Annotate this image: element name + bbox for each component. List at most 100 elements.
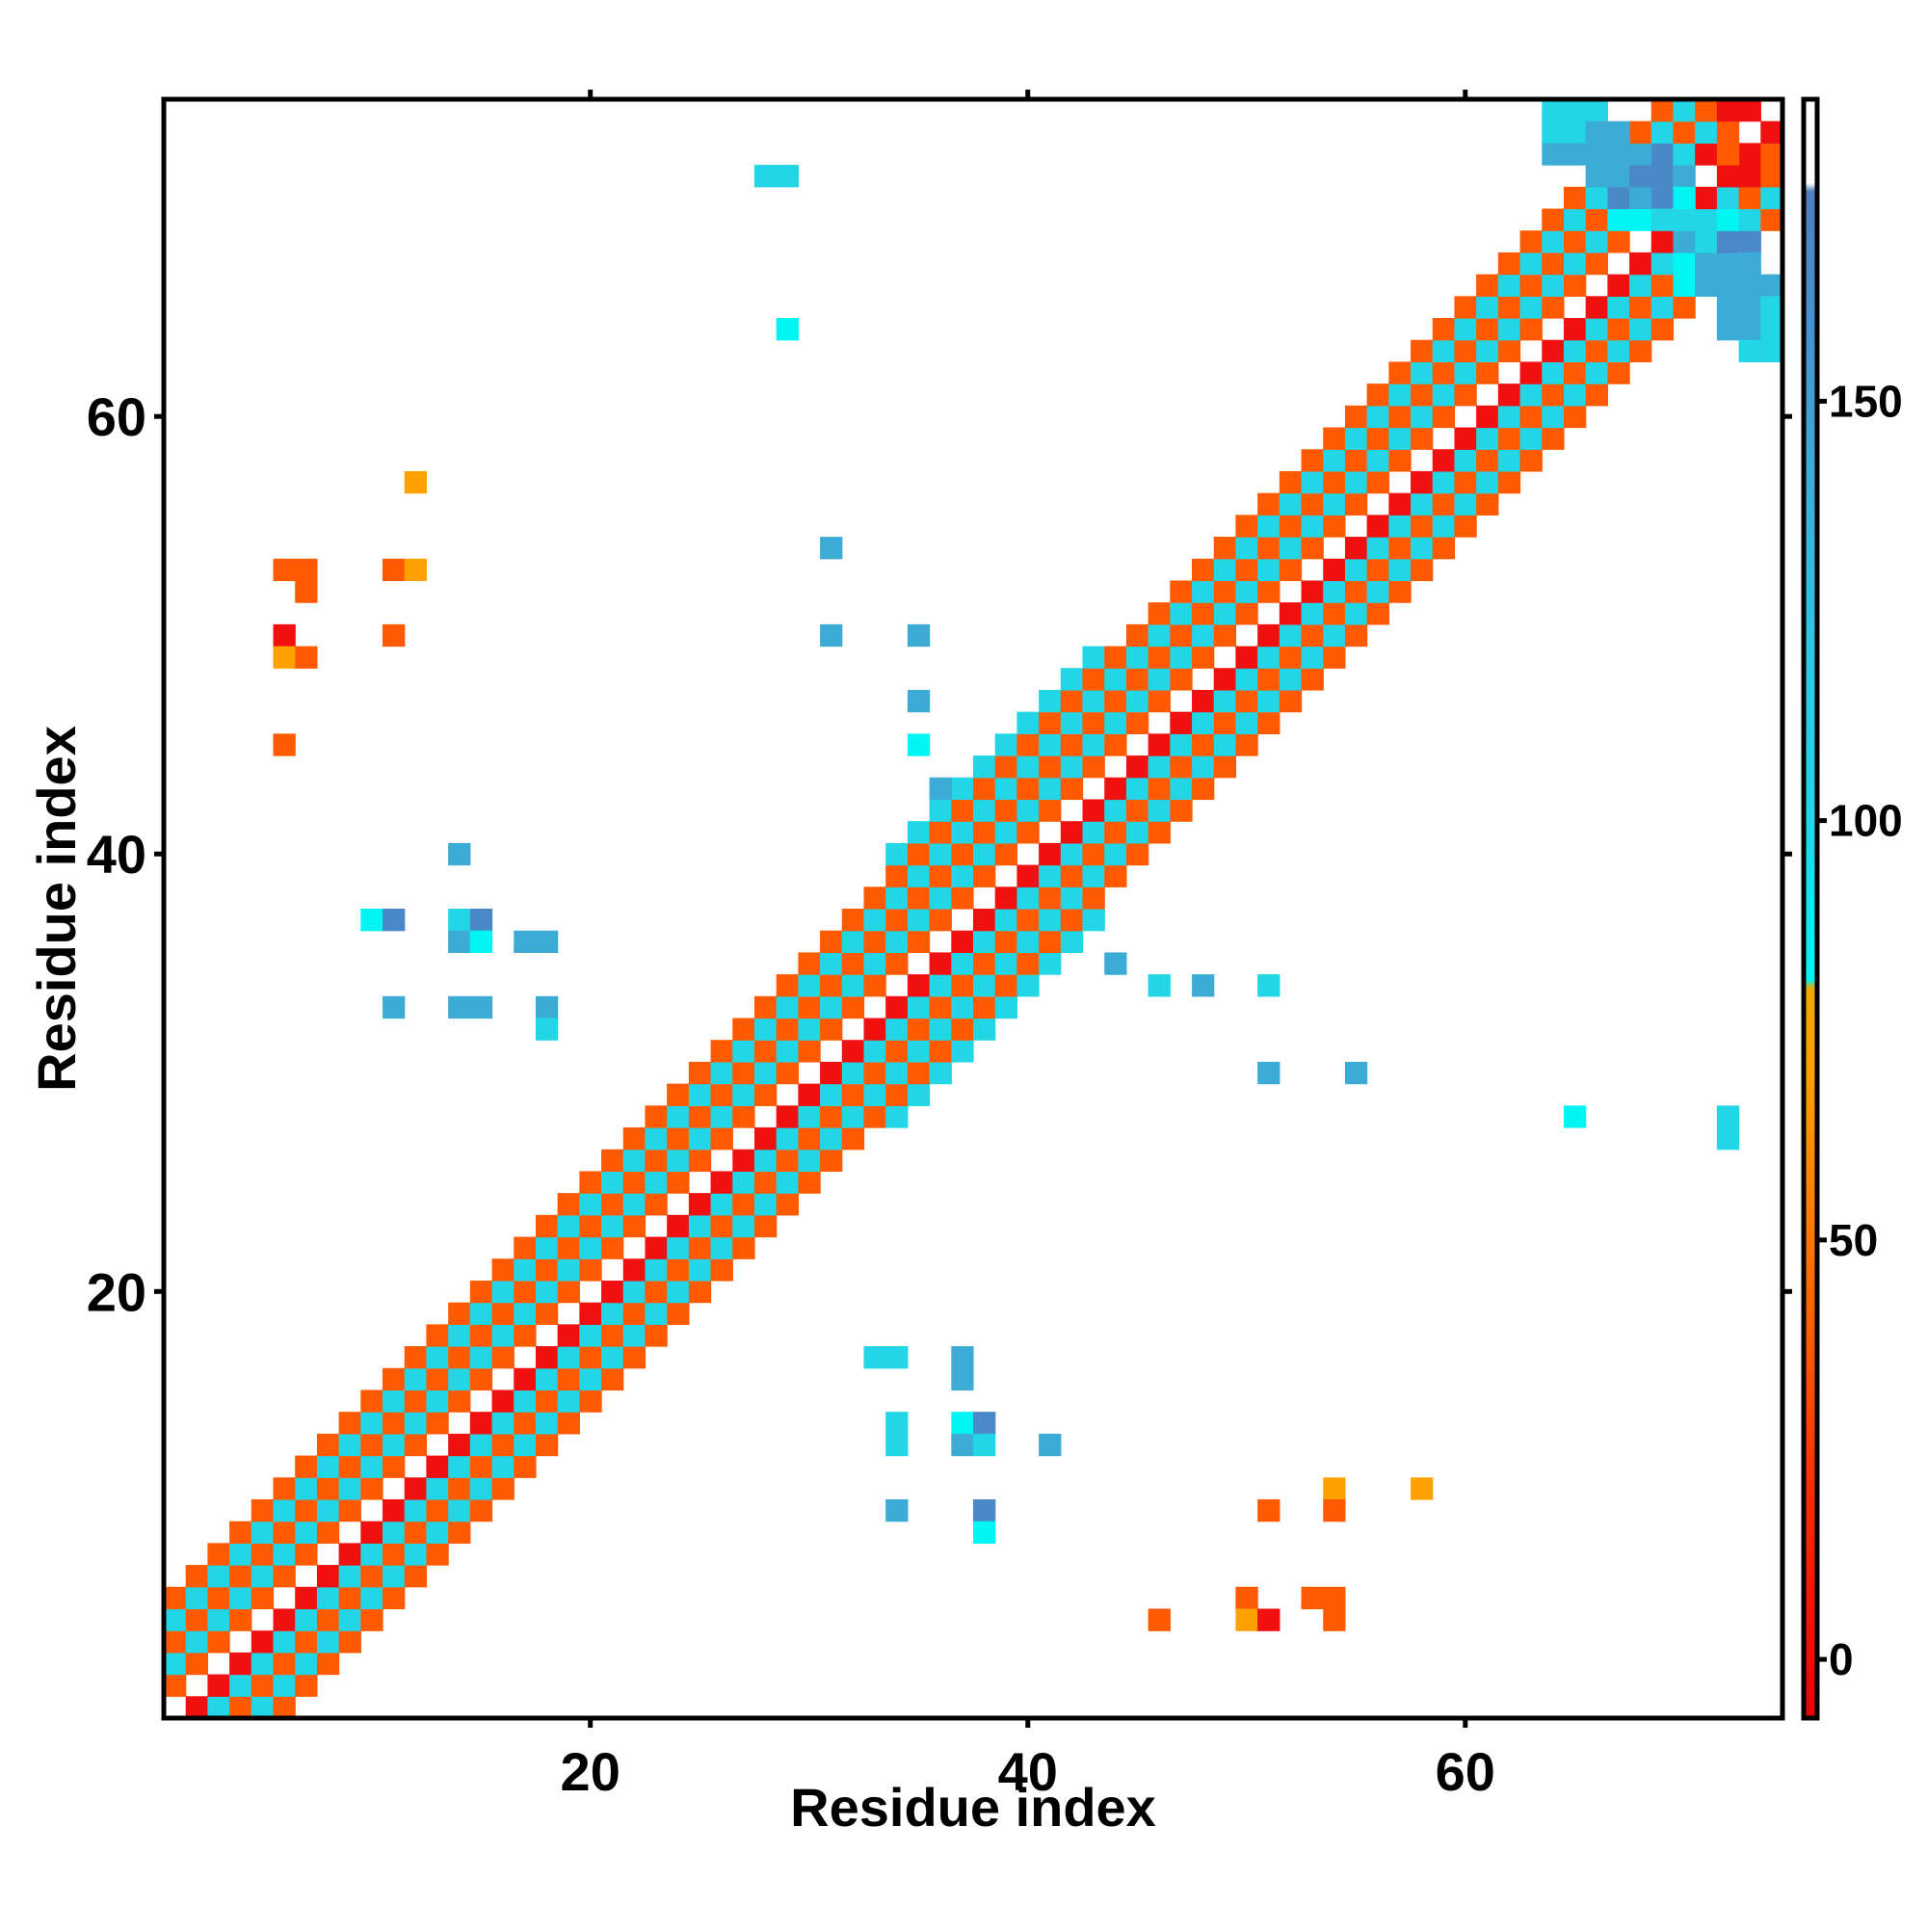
heatmap-cell [360, 1565, 383, 1588]
heatmap-cell [535, 1280, 559, 1304]
heatmap-cell [469, 1498, 493, 1522]
heatmap-cell [1039, 864, 1062, 887]
heatmap-cell [1344, 602, 1368, 625]
heatmap-cell [1301, 1586, 1324, 1610]
heatmap-cell [207, 1565, 230, 1588]
heatmap-cell [710, 1171, 733, 1194]
heatmap-cell [338, 1412, 361, 1435]
heatmap-cell [951, 864, 974, 887]
heatmap-cell [1125, 623, 1149, 648]
heatmap-cell [1650, 120, 1675, 144]
heatmap-cell [1016, 711, 1040, 734]
heatmap-cell [448, 1389, 471, 1413]
heatmap-cell [404, 470, 428, 494]
heatmap-cell [1629, 120, 1652, 144]
heatmap-cell [601, 1149, 624, 1173]
heatmap-cell [1454, 449, 1477, 472]
heatmap-cell [973, 777, 996, 801]
heatmap-cell [1039, 842, 1062, 866]
heatmap-cell [1519, 405, 1543, 429]
heatmap-cell [994, 887, 1017, 910]
heatmap-cell [207, 1543, 230, 1566]
heatmap-cell [1257, 668, 1280, 691]
heatmap-cell [469, 1412, 493, 1435]
heatmap-cell [1629, 296, 1652, 319]
heatmap-cell [1585, 186, 1608, 210]
heatmap-cell [1695, 274, 1718, 297]
heatmap-cell [491, 1455, 515, 1478]
heatmap-cell [907, 1061, 931, 1085]
heatmap-cell [1563, 143, 1587, 166]
heatmap-cell [798, 974, 821, 997]
heatmap-cell [383, 909, 406, 932]
heatmap-cell [229, 1608, 252, 1631]
heatmap-cell [776, 1193, 799, 1216]
heatmap-cell [1519, 274, 1543, 297]
heatmap-cell [776, 1040, 799, 1063]
heatmap-cell [732, 1171, 755, 1194]
heatmap-cell [1563, 99, 1587, 122]
heatmap-cell [1016, 952, 1040, 975]
heatmap-cell [1760, 339, 1783, 363]
heatmap-cell [601, 1367, 624, 1391]
heatmap-cell [1192, 974, 1215, 997]
heatmap-cell [863, 952, 886, 975]
heatmap-cell [1323, 492, 1346, 516]
heatmap-cell [1213, 558, 1237, 582]
heatmap-cell [448, 1302, 471, 1325]
heatmap-cell [383, 1367, 406, 1391]
heatmap-cell [1716, 143, 1740, 166]
heatmap-cell [1366, 449, 1389, 472]
heatmap-cell [1411, 558, 1434, 582]
heatmap-cell [383, 1412, 406, 1435]
heatmap-cell [383, 1433, 406, 1457]
heatmap-cell [1497, 274, 1521, 297]
heatmap-cell [951, 821, 974, 844]
heatmap-cell [1476, 361, 1499, 384]
heatmap-cell [273, 1565, 296, 1588]
heatmap-cell [1366, 515, 1389, 538]
heatmap-cell [645, 1280, 668, 1304]
heatmap-cell [1192, 580, 1215, 603]
heatmap-cell [820, 1105, 843, 1128]
heatmap-cell [273, 1477, 296, 1500]
heatmap-cell [1607, 274, 1630, 297]
heatmap-cell [710, 1127, 733, 1151]
heatmap-cell [185, 1630, 208, 1654]
heatmap-cell [776, 1061, 799, 1085]
heatmap-cell [469, 1346, 493, 1369]
heatmap-cell [1104, 689, 1127, 713]
heatmap-cell [863, 1346, 886, 1369]
heatmap-cell [1148, 668, 1171, 691]
heatmap-cell [601, 1193, 624, 1216]
heatmap-cell [1366, 470, 1389, 494]
heatmap-cell [667, 1280, 690, 1304]
heatmap-cell [645, 1324, 668, 1347]
heatmap-cell [1039, 755, 1062, 779]
heatmap-cell [1650, 296, 1675, 319]
heatmap-cell [1082, 799, 1105, 822]
heatmap-cell [1301, 646, 1324, 669]
heatmap-cell [1060, 689, 1084, 713]
heatmap-cell [316, 1608, 340, 1631]
heatmap-cell [1738, 339, 1761, 363]
heatmap-cell [404, 1477, 428, 1500]
heatmap-cell [1716, 318, 1740, 341]
heatmap-cell [667, 1127, 690, 1151]
heatmap-cell [316, 1586, 340, 1610]
heatmap-cell [1388, 515, 1412, 538]
heatmap-cell [622, 1302, 647, 1325]
heatmap-cell [557, 1258, 580, 1282]
heatmap-cell [732, 1214, 755, 1238]
heatmap-cell [907, 842, 931, 866]
heatmap-cell [1192, 711, 1215, 734]
heatmap-cell [1519, 296, 1543, 319]
heatmap-cell [1366, 537, 1389, 560]
heatmap-cell [951, 1412, 974, 1435]
heatmap-cell [1497, 251, 1521, 276]
heatmap-cell [1039, 1433, 1062, 1457]
heatmap-cell [1411, 361, 1434, 384]
heatmap-cell [753, 1061, 778, 1085]
heatmap-cell [383, 1521, 406, 1544]
heatmap-cell [1060, 842, 1084, 866]
